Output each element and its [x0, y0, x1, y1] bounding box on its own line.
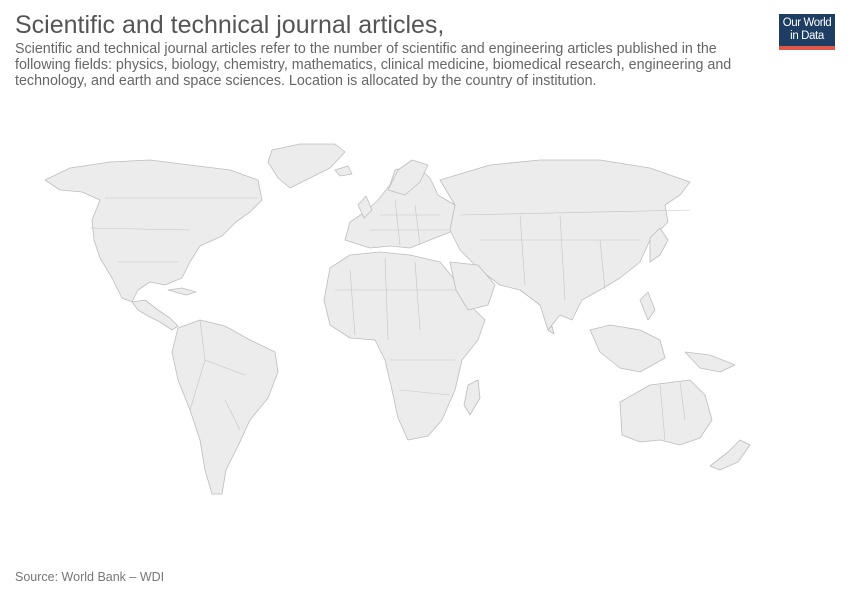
logo-line-1: Our World	[782, 17, 832, 29]
region-uk	[357, 195, 373, 219]
source-note: Source: World Bank – WDI	[15, 570, 165, 584]
region-caribbean	[167, 287, 197, 296]
region-australia	[619, 379, 713, 446]
region-north-america	[44, 159, 263, 303]
asia[interactable]	[439, 159, 691, 373]
region-southeast-asia-islands	[589, 324, 666, 373]
region-europe	[344, 164, 463, 249]
region-sri-lanka	[547, 325, 555, 335]
region-africa	[323, 251, 486, 441]
region-new-guinea	[684, 351, 736, 373]
oceania[interactable]	[619, 351, 751, 471]
region-iceland	[334, 165, 353, 177]
region-madagascar	[463, 379, 481, 416]
world-map[interactable]	[0, 120, 850, 500]
region-greenland	[267, 143, 346, 189]
region-central-america	[131, 299, 179, 331]
chart-subtitle: Scientific and technical journal article…	[15, 41, 732, 89]
logo-line-2: in Data	[790, 30, 824, 42]
africa[interactable]	[323, 251, 486, 441]
region-japan	[649, 227, 669, 263]
owid-logo[interactable]: Our World in Data	[779, 14, 835, 50]
chart-title: Scientific and technical journal article…	[15, 11, 445, 39]
region-scandinavia	[387, 159, 429, 196]
north-america[interactable]	[44, 143, 346, 331]
region-arabia	[449, 261, 496, 311]
europe[interactable]	[334, 159, 463, 249]
south-america[interactable]	[171, 319, 279, 495]
region-south-america	[171, 319, 279, 495]
region-new-zealand	[709, 439, 751, 471]
region-philippines	[639, 291, 656, 321]
